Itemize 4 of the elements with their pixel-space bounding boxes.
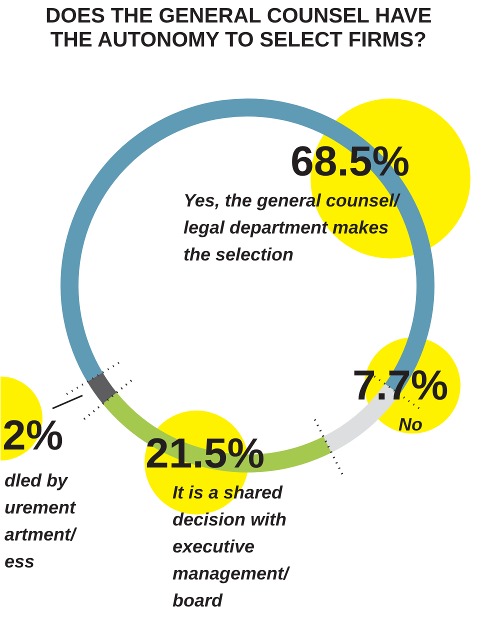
chart-title: DOES THE GENERAL COUNSEL HAVE THE AUTONOMY TO SELECT FIRMS? xyxy=(46,4,432,52)
data-label: 21.5% xyxy=(146,430,265,476)
slice-label: No xyxy=(398,414,422,434)
slice-label: dled by urement artment/ ess xyxy=(4,470,78,572)
